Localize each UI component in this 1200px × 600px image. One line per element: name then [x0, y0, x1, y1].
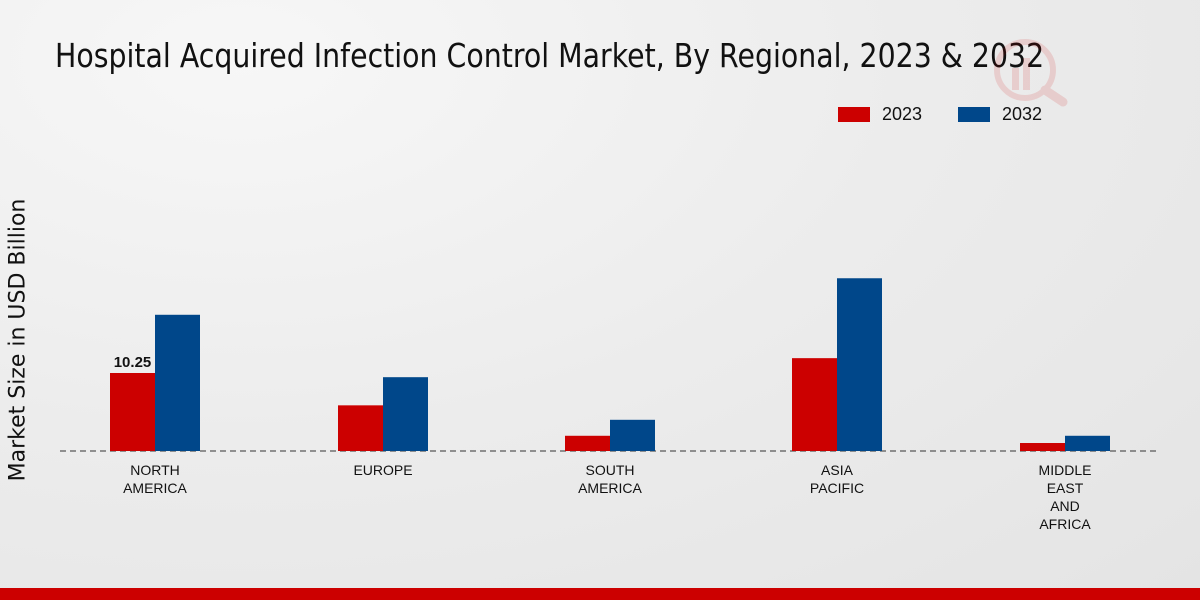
x-tick-label: EUROPE: [353, 462, 412, 478]
bar-2032-europe: [383, 377, 428, 451]
x-tick-label: SOUTH AMERICA: [578, 462, 642, 496]
legend-swatch-2032: [958, 107, 990, 122]
bar-2032-asia-pacific: [837, 278, 882, 451]
legend-item-2023: 2023: [838, 104, 922, 125]
legend-label: 2023: [882, 104, 923, 124]
x-tick-label: ASIA PACIFIC: [810, 462, 864, 496]
bar-2023-asia-pacific: [792, 358, 837, 451]
legend-item-2032: 2032: [958, 104, 1042, 125]
bar-2023-north-america: [110, 372, 155, 451]
bar-2023-middle-east-and-africa: [1020, 443, 1065, 451]
legend-swatch-2023: [838, 107, 870, 122]
legend-label: 2032: [1002, 104, 1043, 124]
watermark-logo: [994, 39, 1068, 107]
bar-2032-south-america: [610, 419, 655, 451]
x-tick-label: MIDDLE EAST AND AFRICA: [1039, 462, 1092, 532]
footer-bar: [0, 588, 1200, 600]
bar-2023-europe: [338, 405, 383, 451]
bar-2023-south-america: [565, 435, 610, 451]
bar-2032-north-america: [155, 314, 200, 451]
x-tick-label: NORTH AMERICA: [123, 462, 187, 496]
bar-2032-middle-east-and-africa: [1065, 435, 1110, 451]
chart-title: Hospital Acquired Infection Control Mark…: [55, 36, 1045, 75]
data-label: 10.25: [114, 354, 152, 371]
